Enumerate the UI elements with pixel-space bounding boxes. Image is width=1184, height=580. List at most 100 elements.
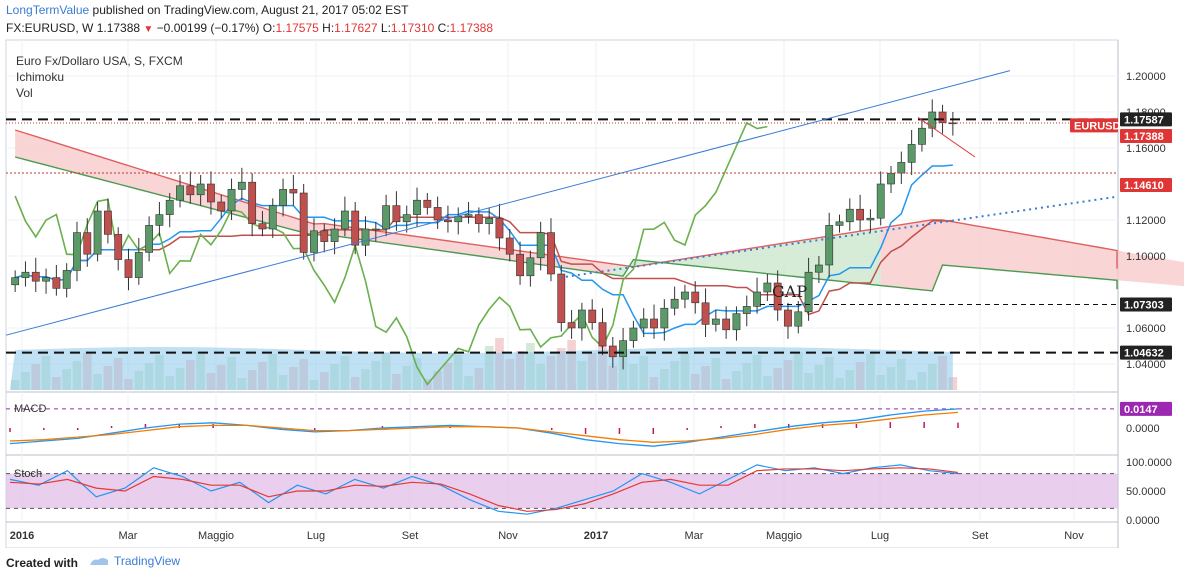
candle-body <box>207 183 215 203</box>
candle-body <box>588 309 597 323</box>
candle-body <box>330 228 339 242</box>
candle-body <box>650 318 658 329</box>
candle-body <box>310 230 318 253</box>
candle-body <box>505 237 514 255</box>
candle-body <box>536 232 545 259</box>
time-tick-label: Nov <box>498 530 518 542</box>
price-tag-label: 1.14610 <box>1124 180 1164 192</box>
candle-body <box>155 214 164 226</box>
candle-body <box>763 282 772 293</box>
stoch-band <box>6 473 1118 509</box>
candle-body <box>464 214 473 217</box>
macd-signal-line <box>9 411 959 443</box>
candle-body <box>402 214 411 223</box>
legend-ichimoku: Ichimoku <box>16 70 64 84</box>
candle-body <box>145 225 154 253</box>
close-value: 1.17388 <box>449 21 494 35</box>
candle-body <box>526 257 535 277</box>
cloud-segment <box>303 220 613 275</box>
stoch-d-line <box>9 467 959 512</box>
candle-body <box>608 345 617 358</box>
tradingview-link[interactable]: TradingView <box>88 554 180 568</box>
candles <box>11 99 957 370</box>
candle-body <box>742 306 751 314</box>
candle-body <box>670 298 679 309</box>
candle-body <box>73 232 81 271</box>
stoch-tick-label: 0.0000 <box>1126 515 1160 527</box>
price-tick-label: 1.10000 <box>1126 251 1166 263</box>
candle-body <box>897 162 906 174</box>
candle-body <box>340 210 349 230</box>
last-price: 1.17388 <box>96 21 141 35</box>
tenkan-sen-line <box>14 164 953 335</box>
volume-average-area <box>10 347 953 390</box>
price-tag-box <box>1120 345 1172 360</box>
time-tick-label: Maggio <box>766 530 802 542</box>
candle-body <box>83 232 92 255</box>
candle-body <box>423 199 432 208</box>
publish-header: LongTermValue published on TradingView.c… <box>6 3 409 17</box>
candle-body <box>948 122 957 125</box>
candle-body <box>42 277 50 282</box>
legend-instrument: Euro Fx/Dollaro USA, S, FXCM <box>16 54 183 68</box>
candle-body <box>711 318 720 325</box>
candle-body <box>681 291 689 300</box>
candle-body <box>516 253 524 277</box>
candle-body <box>371 228 380 231</box>
gap-annotation: GAP <box>772 282 807 301</box>
candle-body <box>856 208 865 221</box>
candle-body <box>382 205 391 230</box>
candle-body <box>629 327 638 341</box>
candle-body <box>227 189 236 212</box>
price-tick-label: 1.16000 <box>1126 143 1166 155</box>
time-tick-label: Lug <box>871 530 889 542</box>
candle-body <box>124 259 133 278</box>
candle-body <box>557 273 566 323</box>
candle-body <box>619 340 628 358</box>
candle-body <box>114 234 123 260</box>
cloud-segment <box>612 227 881 286</box>
candle-body <box>732 313 741 331</box>
low-value: 1.17310 <box>390 21 435 35</box>
price-tick-label: 1.12000 <box>1126 215 1166 227</box>
candle-body <box>268 205 277 230</box>
stoch-tick-label: 100.0000 <box>1126 457 1172 469</box>
time-tick-label: 2016 <box>10 530 34 542</box>
candle-body <box>11 277 20 286</box>
chart-canvas[interactable]: 1.200001.180001.160001.120001.100001.060… <box>0 0 1184 548</box>
horizontal-levels <box>6 118 1118 354</box>
price-tag-box <box>1070 118 1118 133</box>
author-link[interactable]: LongTermValue <box>6 3 90 17</box>
candle-body <box>299 192 308 253</box>
time-axis: 2016 Mar Maggio Lug Set Nov 2017 Mar Maggio Lug Se… <box>10 530 1085 542</box>
candle-body <box>134 252 143 278</box>
ohlc-header: FX:EURUSD, W 1.17388 ▼ −0.00199 (−0.17%)… <box>6 21 493 35</box>
candle-body <box>485 217 494 224</box>
candle-body <box>165 199 174 215</box>
candle-body <box>258 223 267 230</box>
symbol-label: FX:EURUSD, W <box>6 21 94 35</box>
candle-body <box>433 207 442 221</box>
macd-pane <box>6 408 1118 447</box>
candle-body <box>639 318 648 329</box>
price-tag-label: EURUSD <box>1074 120 1121 132</box>
candle-body <box>753 291 761 307</box>
published-text: published on TradingView.com, August 21,… <box>92 3 409 17</box>
candle-body <box>567 322 576 329</box>
candle-body <box>938 111 947 124</box>
candle-body <box>320 230 329 242</box>
macd-value-tag <box>1120 401 1172 416</box>
candle-body <box>351 210 360 246</box>
candle-body <box>660 307 669 329</box>
candle-body <box>804 271 813 313</box>
candle-body <box>701 302 710 325</box>
candle-body <box>196 183 205 196</box>
stoch-tick-label: 50.0000 <box>1126 486 1166 498</box>
candle-body <box>577 309 586 329</box>
candle-body <box>773 282 782 311</box>
candle-body <box>237 181 246 190</box>
cloud-segment <box>880 219 1184 291</box>
chikou-span-line <box>14 121 768 386</box>
candle-body <box>176 185 184 201</box>
change-value: −0.00199 (−0.17%) <box>156 21 260 35</box>
